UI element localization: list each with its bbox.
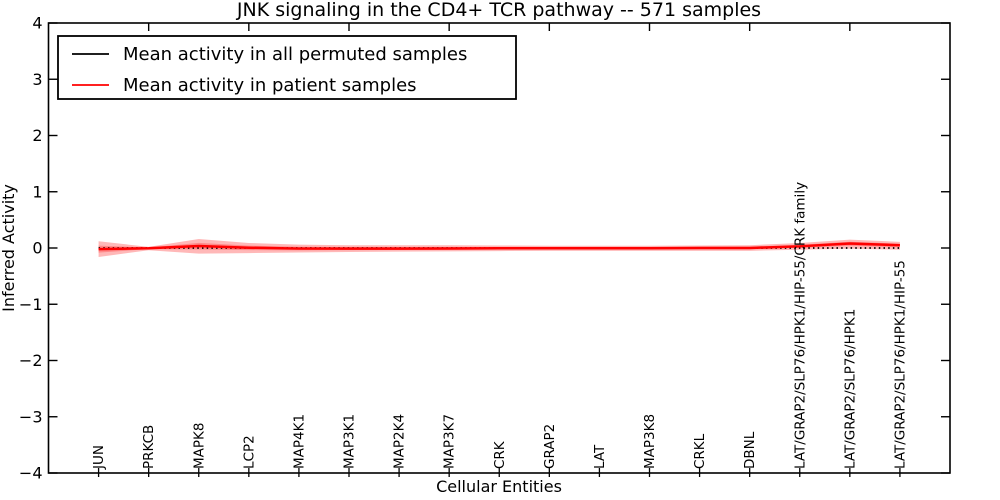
x-tick-label: PRKCB	[141, 425, 157, 469]
y-axis-label: Inferred Activity	[0, 184, 18, 312]
y-tick-label: −2	[19, 351, 43, 370]
x-tick-label: MAP2K4	[392, 414, 408, 469]
plot-area: −4 −3 −2 −1 0 1 2 3 4 JUN PRKCB MAPK8 LCP2 MAP4K1 MAP3…	[19, 14, 951, 483]
legend-entry-permuted: Mean activity in all permuted samples	[123, 44, 467, 65]
x-tick-label: LAT	[592, 444, 608, 469]
x-tick-label: MAP3K8	[642, 414, 658, 469]
x-tick-label: GRAP2	[542, 424, 558, 469]
x-axis-label: Cellular Entities	[436, 477, 562, 496]
x-tick-label: JUN	[91, 445, 107, 470]
x-tick-label: LCP2	[241, 435, 257, 469]
y-tick-label: 2	[32, 126, 42, 145]
legend: Mean activity in all permuted samples Me…	[57, 35, 517, 100]
y-tick-label: 4	[32, 14, 42, 33]
x-tick-label: MAP3K7	[442, 414, 458, 469]
y-tick-label: −4	[19, 464, 43, 483]
x-tick-label: MAP3K1	[342, 414, 358, 469]
x-tick-label: CRK	[492, 440, 508, 469]
legend-box	[57, 35, 517, 100]
x-tick-label: DBNL	[742, 431, 758, 469]
y-tick-label: −1	[19, 295, 43, 314]
legend-entry-patient: Mean activity in patient samples	[123, 75, 417, 96]
x-tick-label: LAT/GRAP2/SLP76/HPK1/HIP-55	[892, 260, 908, 469]
chart-title: JNK signaling in the CD4+ TCR pathway --…	[236, 0, 761, 21]
y-tick-label: 1	[32, 182, 42, 201]
y-tick-label: −3	[19, 407, 43, 426]
x-tick-label: CRKL	[692, 433, 708, 469]
y-tick-label: 0	[32, 239, 42, 258]
x-tick-label: LAT/GRAP2/SLP76/HPK1/HIP-55/CRK family	[792, 182, 808, 469]
x-tick-label: MAPK8	[191, 423, 207, 469]
y-tick-label: 3	[32, 70, 42, 89]
x-tick-label: MAP4K1	[291, 414, 307, 469]
series-line-patient	[98, 242, 900, 251]
x-tick-label: LAT/GRAP2/SLP76/HPK1	[842, 309, 858, 469]
